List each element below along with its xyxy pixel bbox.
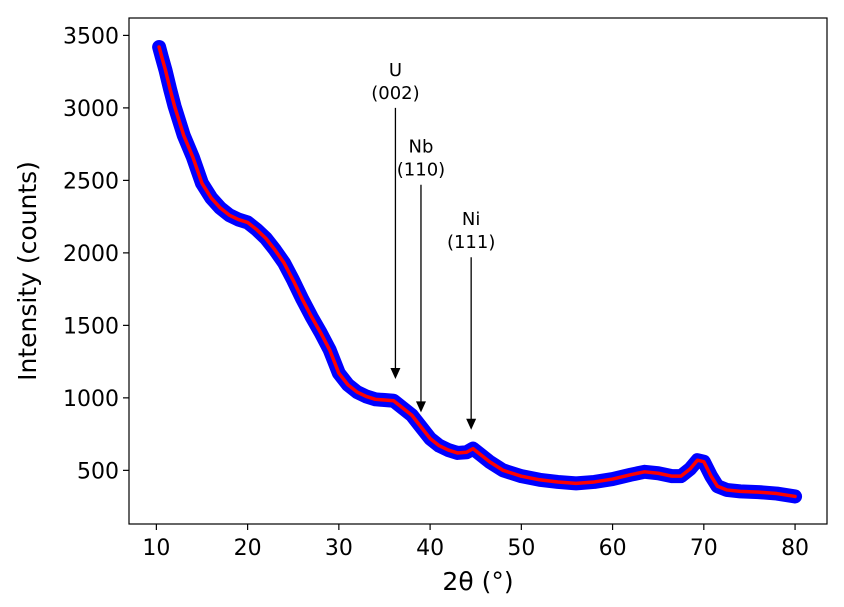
annotation-arrow-head <box>415 401 426 413</box>
annotation-arrow-head <box>390 368 401 380</box>
peak-annotation: U(002) <box>371 60 420 380</box>
x-tick-label: 40 <box>416 536 444 561</box>
y-tick-label: 2000 <box>63 242 119 267</box>
annotation-plane-label: (110) <box>397 160 445 181</box>
annotation-element-label: Nb <box>409 137 434 158</box>
fit-line <box>157 45 797 499</box>
x-tick-label: 20 <box>234 536 262 561</box>
annotation-plane-label: (111) <box>447 232 495 253</box>
x-tick-label: 60 <box>599 536 627 561</box>
x-tick-label: 80 <box>781 536 809 561</box>
x-axis-label: 2θ (°) <box>442 567 513 596</box>
y-tick-label: 3500 <box>63 24 119 49</box>
annotation-plane-label: (002) <box>371 83 419 104</box>
x-tick-label: 50 <box>507 536 535 561</box>
y-tick-label: 3000 <box>63 97 119 122</box>
peak-annotations: U(002)Nb(110)Ni(111) <box>371 60 495 430</box>
plot-frame <box>128 17 828 525</box>
y-axis-label: Intensity (counts) <box>13 161 42 381</box>
peak-annotation: Nb(110) <box>397 137 445 413</box>
annotation-arrow-head <box>466 418 477 430</box>
x-tick-label: 70 <box>690 536 718 561</box>
x-tick-label: 30 <box>325 536 353 561</box>
y-tick-label: 2500 <box>63 169 119 194</box>
annotation-element-label: Ni <box>462 209 480 230</box>
y-tick-label: 1000 <box>63 387 119 412</box>
x-tick-label: 10 <box>142 536 170 561</box>
x-axis: 10 20 30 40 50 60 70 80 <box>142 524 809 561</box>
annotation-element-label: U <box>389 60 402 81</box>
y-axis: 500 1000 1500 2000 2500 3000 3500 <box>63 24 129 484</box>
peak-annotation: Ni(111) <box>447 209 495 430</box>
y-tick-label: 500 <box>77 459 119 484</box>
plot-data <box>152 39 803 504</box>
y-tick-label: 1500 <box>63 314 119 339</box>
